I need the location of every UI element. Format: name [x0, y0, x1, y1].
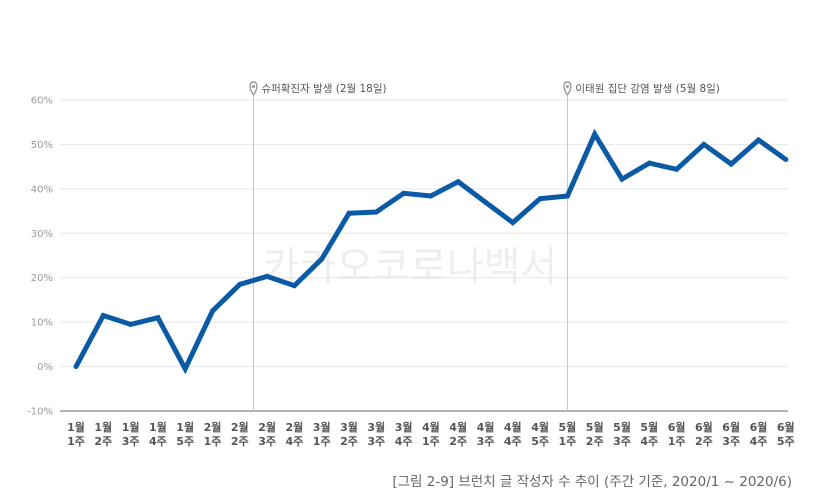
data-point	[210, 308, 215, 314]
x-tick-label: 6월 2주	[695, 420, 713, 448]
x-tick-label: 1월 3주	[122, 420, 140, 448]
data-point	[537, 196, 543, 202]
x-tick-label: 5월 1주	[559, 420, 577, 448]
event-marker-label: 이태원 집단 감염 발생 (5월 8일)	[575, 82, 720, 95]
data-point	[674, 166, 680, 172]
data-point	[319, 256, 325, 262]
data-point	[592, 131, 598, 137]
data-point	[73, 364, 79, 370]
data-point	[128, 321, 134, 327]
data-point	[455, 179, 461, 185]
data-point	[346, 210, 352, 216]
watermark: 카카오코로나백서	[263, 244, 557, 290]
x-tick-label: 6월 5주	[777, 420, 795, 448]
data-point	[428, 193, 434, 199]
data-point	[182, 366, 188, 372]
y-tick-label: 40%	[31, 184, 53, 195]
x-tick-label: 4월 3주	[477, 420, 495, 448]
event-markers: 슈퍼확진자 발생 (2월 18일) 이태원 집단 감염 발생 (5월 8일)	[249, 81, 720, 411]
x-tick-label: 3월 1주	[313, 420, 331, 448]
y-tick-label: 20%	[31, 273, 53, 284]
map-pin-icon	[249, 81, 258, 97]
x-tick-label: 5월 3주	[613, 420, 631, 448]
map-pin-icon-dot	[565, 85, 569, 88]
map-pin-icon	[563, 81, 572, 97]
x-axis: 1월 1주 1월 2주 1월 3주 1월 4주 1월 5주 2월 1주 2월 2주 2월 3주 2월 4주 3월 1주…	[67, 420, 795, 448]
x-tick-label: 2월 2주	[231, 420, 249, 448]
data-point	[237, 281, 243, 287]
x-tick-label: 3월 4주	[395, 420, 413, 448]
data-point	[401, 190, 407, 196]
event-marker-label: 슈퍼확진자 발생 (2월 18일)	[261, 82, 386, 95]
y-tick-label: 0%	[37, 362, 53, 373]
x-tick-label: 1월 4주	[149, 420, 167, 448]
x-tick-label: 6월 3주	[722, 420, 740, 448]
y-axis: -10% 0% 10% 20% 30% 40% 50% 60%	[27, 96, 53, 418]
x-tick-label: 3월 2주	[340, 420, 358, 448]
data-point	[564, 193, 570, 199]
data-point	[483, 199, 488, 205]
x-tick-label: 4월 2주	[449, 420, 467, 448]
data-point	[373, 209, 379, 215]
data-point	[264, 273, 270, 279]
data-point	[783, 157, 789, 163]
data-point	[510, 220, 516, 226]
map-pin-icon-dot	[251, 85, 255, 88]
data-point	[619, 176, 625, 182]
x-tick-label: 6월 1주	[668, 420, 686, 448]
x-tick-label: 1월 5주	[176, 420, 194, 448]
data-point	[100, 312, 106, 318]
x-tick-label: 4월 5주	[531, 420, 549, 448]
x-tick-label: 2월 1주	[204, 420, 222, 448]
x-tick-label: 1월 2주	[94, 420, 112, 448]
x-tick-label: 2월 4주	[286, 420, 304, 448]
x-tick-label: 3월 3주	[367, 420, 385, 448]
data-point	[701, 141, 707, 147]
x-tick-label: 4월 1주	[422, 420, 440, 448]
x-tick-label: 2월 3주	[258, 420, 276, 448]
data-point	[756, 137, 761, 143]
x-tick-label: 5월 4주	[640, 420, 658, 448]
figure-caption: [그림 2-9] 브런치 글 작성자 수 추이 (주간 기준, 2020/1 ~…	[392, 474, 792, 490]
y-tick-label: 50%	[31, 140, 53, 151]
series-line	[73, 128, 789, 375]
x-tick-label: 5월 2주	[586, 420, 604, 448]
data-point	[728, 161, 734, 167]
data-point	[291, 283, 297, 289]
y-tick-label: -10%	[27, 407, 53, 418]
y-tick-label: 30%	[31, 229, 53, 240]
x-tick-label: 4월 4주	[504, 420, 522, 448]
y-tick-label: 10%	[31, 318, 53, 329]
x-tick-label: 1월 1주	[67, 420, 85, 448]
y-tick-label: 60%	[31, 96, 53, 107]
data-point	[646, 160, 652, 166]
data-point	[155, 315, 161, 321]
x-tick-label: 6월 4주	[750, 420, 768, 448]
